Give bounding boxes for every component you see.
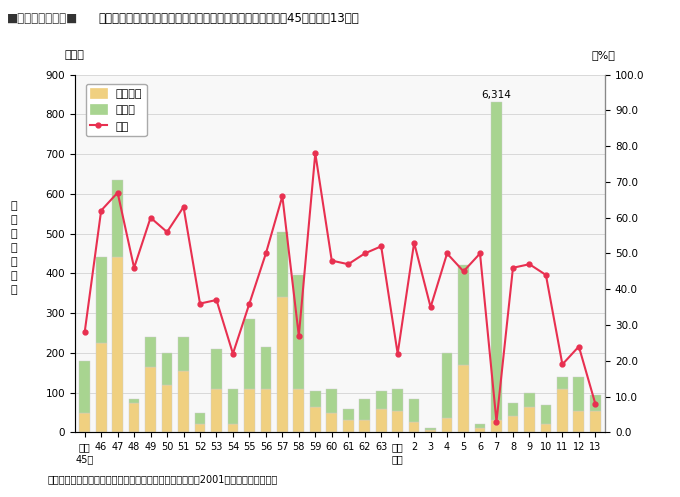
- Bar: [507, 416, 518, 432]
- Legend: 土砂災害, その他, 割合: 土砂災害, その他, 割合: [86, 83, 147, 136]
- Bar: [557, 377, 568, 389]
- Bar: [557, 389, 568, 432]
- Text: ■図２－４－２９■: ■図２－４－２９■: [7, 12, 78, 25]
- Bar: [178, 337, 189, 371]
- Bar: [573, 377, 584, 411]
- Bar: [80, 413, 90, 432]
- Bar: [409, 422, 420, 432]
- Bar: [392, 411, 403, 432]
- Bar: [211, 349, 222, 389]
- Bar: [277, 297, 288, 432]
- Bar: [425, 430, 436, 432]
- Text: 6,314: 6,314: [481, 90, 511, 100]
- Bar: [228, 424, 238, 432]
- Bar: [376, 391, 386, 409]
- Bar: [96, 343, 107, 432]
- Bar: [112, 257, 123, 432]
- Bar: [112, 180, 123, 257]
- Text: （人）: （人）: [64, 50, 84, 60]
- Bar: [178, 371, 189, 432]
- Bar: [129, 403, 139, 432]
- Bar: [244, 319, 255, 389]
- Bar: [129, 399, 139, 403]
- Bar: [442, 353, 452, 418]
- Bar: [442, 418, 452, 432]
- Bar: [294, 389, 304, 432]
- Bar: [573, 411, 584, 432]
- Bar: [294, 275, 304, 389]
- Bar: [228, 389, 238, 424]
- Bar: [458, 365, 469, 432]
- Bar: [310, 391, 321, 407]
- Bar: [541, 424, 551, 432]
- Text: 死
者
行
方
不
明
者: 死 者 行 方 不 明 者: [10, 201, 17, 296]
- Bar: [162, 385, 173, 432]
- Bar: [425, 428, 436, 430]
- Bar: [343, 409, 354, 420]
- Bar: [590, 395, 600, 411]
- Bar: [524, 407, 534, 432]
- Bar: [343, 420, 354, 432]
- Bar: [392, 389, 403, 411]
- Bar: [277, 232, 288, 297]
- Bar: [359, 399, 370, 420]
- Bar: [507, 403, 518, 416]
- Bar: [491, 420, 502, 432]
- Bar: [326, 413, 337, 432]
- Bar: [211, 389, 222, 432]
- Bar: [359, 420, 370, 432]
- Text: 自然災害による死者・行方不明者の原因別状況の割合（昭和45年〜平成13年）: 自然災害による死者・行方不明者の原因別状況の割合（昭和45年〜平成13年）: [99, 12, 359, 25]
- Bar: [475, 428, 486, 432]
- Bar: [244, 389, 255, 432]
- Bar: [260, 389, 271, 432]
- Bar: [146, 367, 156, 432]
- Bar: [194, 413, 205, 424]
- Bar: [162, 353, 173, 385]
- Bar: [260, 347, 271, 389]
- Bar: [458, 265, 469, 365]
- Bar: [194, 424, 205, 432]
- Bar: [475, 424, 486, 428]
- Text: （%）: （%）: [592, 50, 616, 60]
- Bar: [491, 102, 502, 420]
- Text: 注）（財）砂防・地すべり技術センター「土砂災害の実態2001」より内閣府作成。: 注）（財）砂防・地すべり技術センター「土砂災害の実態2001」より内閣府作成。: [48, 475, 278, 485]
- Bar: [409, 399, 420, 422]
- Bar: [590, 411, 600, 432]
- Bar: [80, 361, 90, 413]
- Bar: [146, 337, 156, 367]
- Bar: [96, 257, 107, 343]
- Bar: [541, 405, 551, 424]
- Bar: [310, 407, 321, 432]
- Bar: [326, 389, 337, 413]
- Bar: [524, 393, 534, 407]
- Bar: [376, 409, 386, 432]
